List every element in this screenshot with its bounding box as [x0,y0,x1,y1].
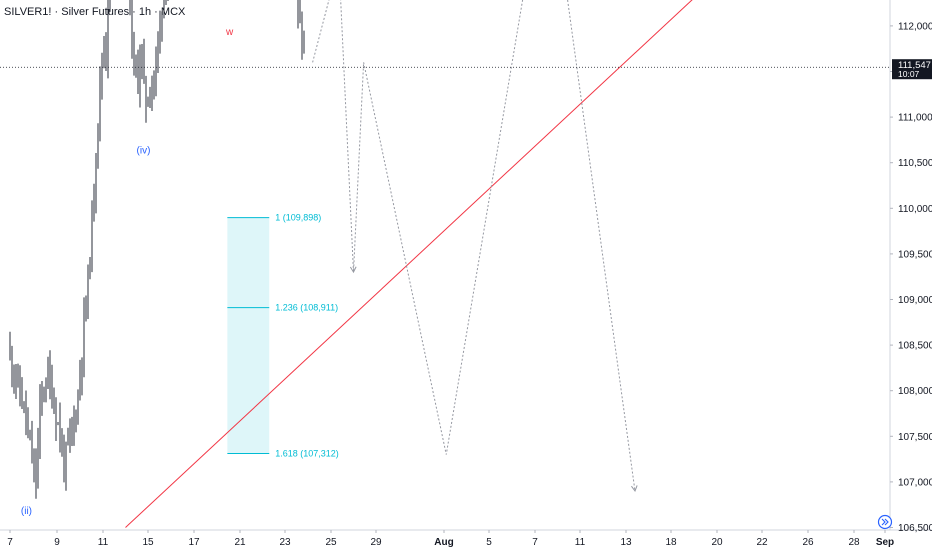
y-tick-label: 108,000 [898,386,932,397]
fibonacci-extension[interactable]: 1 (109,898) 1.236 (108,911) 1.618 (107,312… [227,213,339,459]
x-tick-label: 9 [54,537,60,548]
projection-arrow-head [349,266,357,274]
y-tick-label: 110,500 [898,158,932,169]
axis-lines [0,0,932,531]
x-tick-label: Aug [434,537,453,548]
fib-level-label: 1.236 (108,911) [275,303,338,313]
x-tick-label: 29 [370,537,382,548]
y-axis[interactable]: 106,500 107,000 107,500 108,000 108,500 109,0… [890,21,932,534]
x-tick-label: 23 [279,537,291,548]
wave-labels: (ii)(iii)(iv)(I)wx [21,27,234,517]
bar-countdown-label: 10:07 [898,69,920,79]
x-tick-label: 17 [188,537,200,548]
y-tick-label: 107,500 [898,432,932,443]
x-tick-label: Sep [876,537,894,548]
support-trendline[interactable] [125,0,919,528]
fib-level-label: 1 (109,898) [275,213,321,223]
trendline[interactable] [125,0,919,528]
x-tick-label: 25 [325,537,337,548]
x-tick-label: 11 [575,537,586,548]
wave-label-w: w [225,27,234,38]
x-tick-label: 28 [848,537,860,548]
x-tick-label: 22 [756,537,768,548]
x-axis[interactable]: 7 9 11 15 17 21 23 25 29 Aug 5 7 11 13 18 20 22 26 28 Sep [7,530,894,548]
projection-path[interactable] [312,0,638,493]
y-tick-label: 108,500 [898,341,932,352]
wave-label-ii: (ii) [21,506,32,517]
x-tick-label: 18 [665,537,677,548]
current-price-label: 111,547 [898,60,931,71]
x-tick-label: 7 [532,537,538,548]
wave-label-iv: (iv) [137,146,151,157]
x-tick-label: 26 [802,537,814,548]
projection-polyline[interactable] [312,0,636,492]
y-tick-label: 107,000 [898,477,932,488]
y-tick-label: 111,000 [898,113,932,124]
x-tick-label: 15 [142,537,154,548]
chevron-right-icon [884,518,889,526]
projection-arrow-head [631,485,638,493]
x-tick-label: 11 [98,537,109,548]
chevron-right-icon [881,518,886,526]
scroll-to-realtime-button[interactable] [877,514,893,530]
y-tick-label: 109,000 [898,295,932,306]
fib-level-label: 1.618 (107,312) [275,448,339,458]
y-tick-label: 112,000 [898,21,932,32]
y-tick-label: 109,500 [898,249,932,260]
fib-zone [227,217,270,454]
y-tick-label: 106,500 [898,523,932,534]
chart-title: SILVER1! · Silver Futures · 1h · MCX [4,6,186,18]
x-tick-label: 20 [711,537,723,548]
x-tick-label: 7 [7,537,13,548]
price-bars [9,0,305,499]
x-tick-label: 21 [234,537,246,548]
price-badge-bg [892,59,932,80]
x-tick-label: 13 [620,537,632,548]
x-tick-label: 5 [486,537,492,548]
y-tick-label: 110,000 [898,204,932,215]
